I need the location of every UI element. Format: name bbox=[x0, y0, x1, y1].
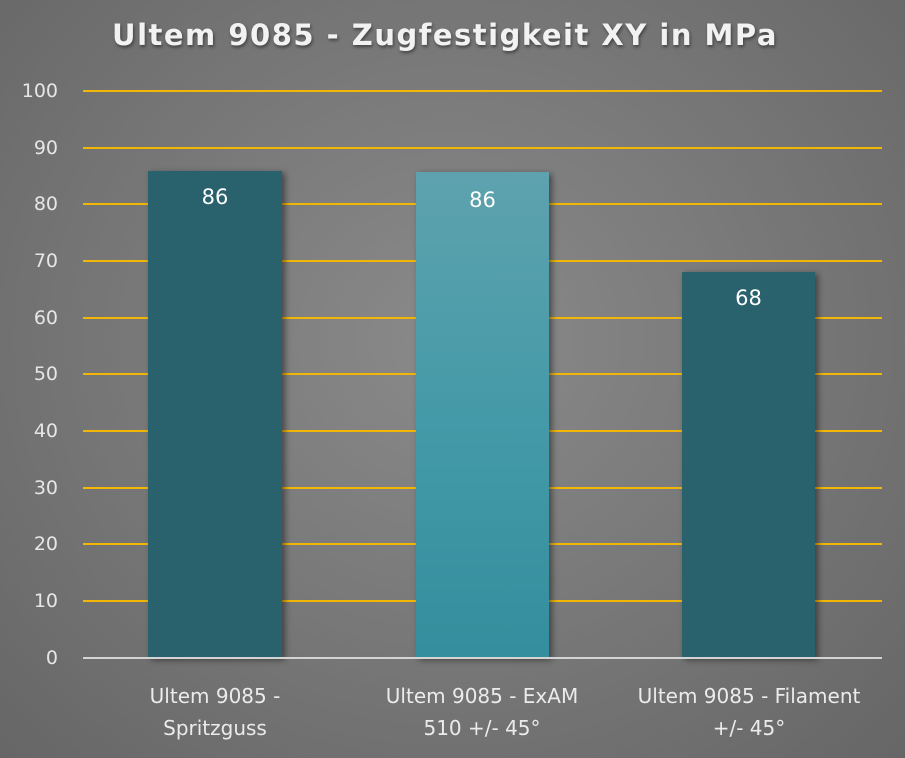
bar-filament: 68 bbox=[682, 272, 815, 658]
x-tick-label: Ultem 9085 - ExAM 510 +/- 45° bbox=[352, 680, 612, 744]
x-tick-label-line2: Spritzguss bbox=[163, 716, 267, 740]
x-tick-label-line1: Ultem 9085 - ExAM bbox=[385, 684, 579, 708]
x-axis-line bbox=[83, 657, 882, 659]
bar-value-label: 68 bbox=[735, 286, 762, 310]
y-tick-label: 40 bbox=[33, 420, 58, 442]
y-tick-label: 90 bbox=[33, 137, 58, 159]
gridline bbox=[83, 147, 882, 149]
x-tick-label: Ultem 9085 - Spritzguss bbox=[85, 680, 345, 744]
x-tick-label-line2: 510 +/- 45° bbox=[423, 716, 541, 740]
y-tick-label: 100 bbox=[21, 80, 58, 102]
y-tick-label: 60 bbox=[33, 307, 58, 329]
x-tick-label-line1: Ultem 9085 - bbox=[149, 684, 281, 708]
y-tick-label: 50 bbox=[33, 363, 58, 385]
bar-exam-510: 86 bbox=[416, 172, 549, 658]
y-tick-label: 30 bbox=[33, 477, 58, 499]
x-tick-label-line1: Ultem 9085 - Filament bbox=[637, 684, 861, 708]
bar-value-label: 86 bbox=[469, 188, 496, 212]
y-tick-label: 20 bbox=[33, 533, 58, 555]
y-tick-label: 0 bbox=[45, 647, 58, 669]
y-tick-label: 80 bbox=[33, 193, 58, 215]
bar-value-label: 86 bbox=[201, 185, 229, 209]
y-tick-label: 70 bbox=[33, 250, 58, 272]
y-tick-label: 10 bbox=[33, 590, 58, 612]
x-tick-label-line2: +/- 45° bbox=[712, 716, 786, 740]
chart-title: Ultem 9085 - Zugfestigkeit XY in MPa bbox=[112, 18, 778, 52]
gridline bbox=[83, 90, 882, 92]
x-tick-label: Ultem 9085 - Filament +/- 45° bbox=[619, 680, 879, 744]
bar-spritzguss: 86 bbox=[148, 171, 282, 658]
